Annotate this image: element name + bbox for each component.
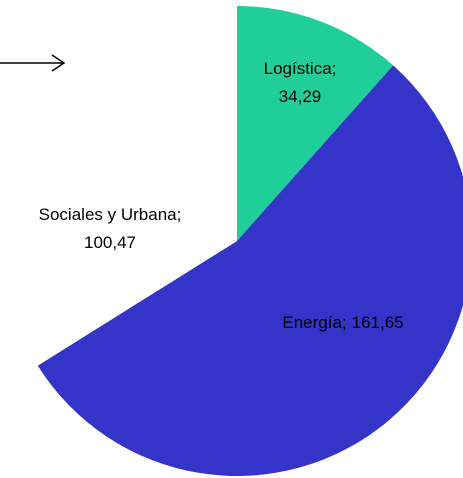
arrow-head [51, 54, 66, 72]
label-value: 34,29 [279, 87, 322, 106]
data-label: Energía; 161,65 [282, 313, 403, 332]
label-separator: ; [332, 59, 337, 78]
arrow [0, 54, 66, 72]
pie-slice [37, 65, 463, 476]
label-separator: ; [342, 313, 347, 332]
data-label: Logística; 34,29 [264, 59, 337, 106]
label-category: Logística [264, 59, 333, 78]
data-label: Sociales y Urbana; 100,47 [39, 205, 182, 252]
label-value: 161,65 [352, 313, 404, 332]
label-category: Energía [282, 313, 342, 332]
pie-slice [237, 6, 394, 241]
label-value: 100,47 [84, 233, 136, 252]
pie-slice [1, 6, 238, 366]
label-separator: ; [177, 205, 182, 224]
label-category: Sociales y Urbana [39, 205, 178, 224]
